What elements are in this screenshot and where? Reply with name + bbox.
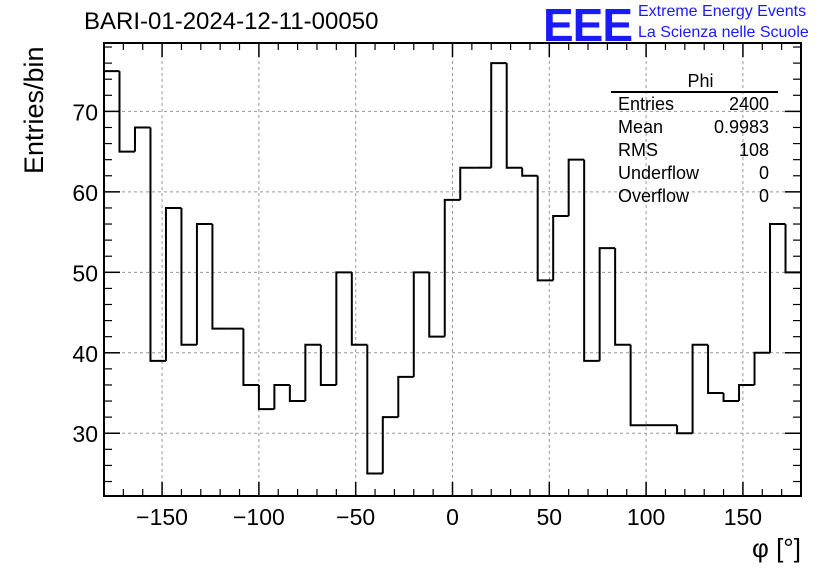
histogram-series [103,62,801,496]
y-tick-label: 70 [72,99,98,125]
histogram-bin [335,271,352,385]
histogram-bin [769,223,786,353]
histogram-bin [288,384,306,403]
histogram-bin [257,384,275,411]
histogram-bin [676,425,693,435]
histogram-bin [350,272,368,346]
histogram-bin [103,70,120,496]
histogram-bin [149,127,166,362]
histogram-bin [521,167,538,177]
histogram-bin [567,158,585,216]
x-tick-label: −50 [336,504,375,530]
stats-row-label: Overflow [618,186,690,206]
histogram-bin [195,223,213,345]
stats-row-value: 0.9983 [714,117,769,137]
histogram-bin [459,166,476,200]
histogram-bin [707,344,724,395]
histogram-bin [443,198,461,337]
stats-row-value: 0 [759,163,769,183]
histogram-bin [211,224,228,330]
histogram-bin [133,126,151,152]
histogram-bin [319,344,337,386]
stats-row-value: 108 [739,140,769,160]
x-tick-label: 100 [627,504,665,530]
stats-row-label: Entries [618,94,674,114]
histogram-bin [381,416,399,474]
histogram-bin [242,328,259,386]
x-tick-label: 150 [724,504,762,530]
y-tick-label: 40 [72,341,98,367]
histogram-bin [753,351,771,385]
x-axis-label: φ [°] [752,533,801,563]
y-tick-label: 50 [72,260,98,286]
stats-box-title: Phi [687,71,713,91]
stats-box: Phi Entries 2400 Mean 0.9983 RMS 108 Underflow 0… [611,71,778,206]
histogram-bin [180,207,197,346]
histogram-bin [629,344,647,427]
histogram-bin [598,247,616,361]
tick-labels: −150 −100 −50 0 50 100 150 30 40 50 60 70 [72,99,762,530]
grid-lines [104,43,801,496]
histogram-bin [614,248,631,346]
histogram-bin [722,393,740,403]
stats-row-value: 2400 [729,94,769,114]
stats-row-label: Mean [618,117,663,137]
plot-frame [103,42,802,497]
histogram-bin [536,175,554,282]
logo-line-1: Extreme Energy Events [638,3,807,20]
x-tick-label: 0 [446,504,459,530]
x-tick-label: 50 [537,504,563,530]
histogram-bin [583,159,600,362]
x-tick-label: −100 [233,504,285,530]
stats-row-label: RMS [618,140,658,160]
histogram-bin [552,214,569,281]
histogram-bin [784,224,801,274]
histogram-bin [738,383,755,402]
histogram-bin [304,343,321,402]
histogram-bin [118,71,135,153]
y-tick-label: 30 [72,421,98,447]
histogram-bin [490,62,507,168]
histogram-bin [397,375,414,418]
y-tick-label: 60 [72,180,98,206]
chart-title: BARI-01-2024-12-11-00050 [84,8,379,35]
histogram-bin [691,343,709,434]
histogram-bin [273,383,290,410]
histogram-bin [412,271,430,377]
histogram-bin [505,63,523,169]
histogram-bin [428,272,445,338]
stats-row-label: Underflow [618,163,700,183]
histogram-bin [164,206,182,361]
stats-row-value: 0 [759,186,769,206]
x-tick-label: −150 [136,504,188,530]
histogram-bin [366,344,383,475]
logo-line-2: La Scienza nelle Scuole [638,24,809,41]
